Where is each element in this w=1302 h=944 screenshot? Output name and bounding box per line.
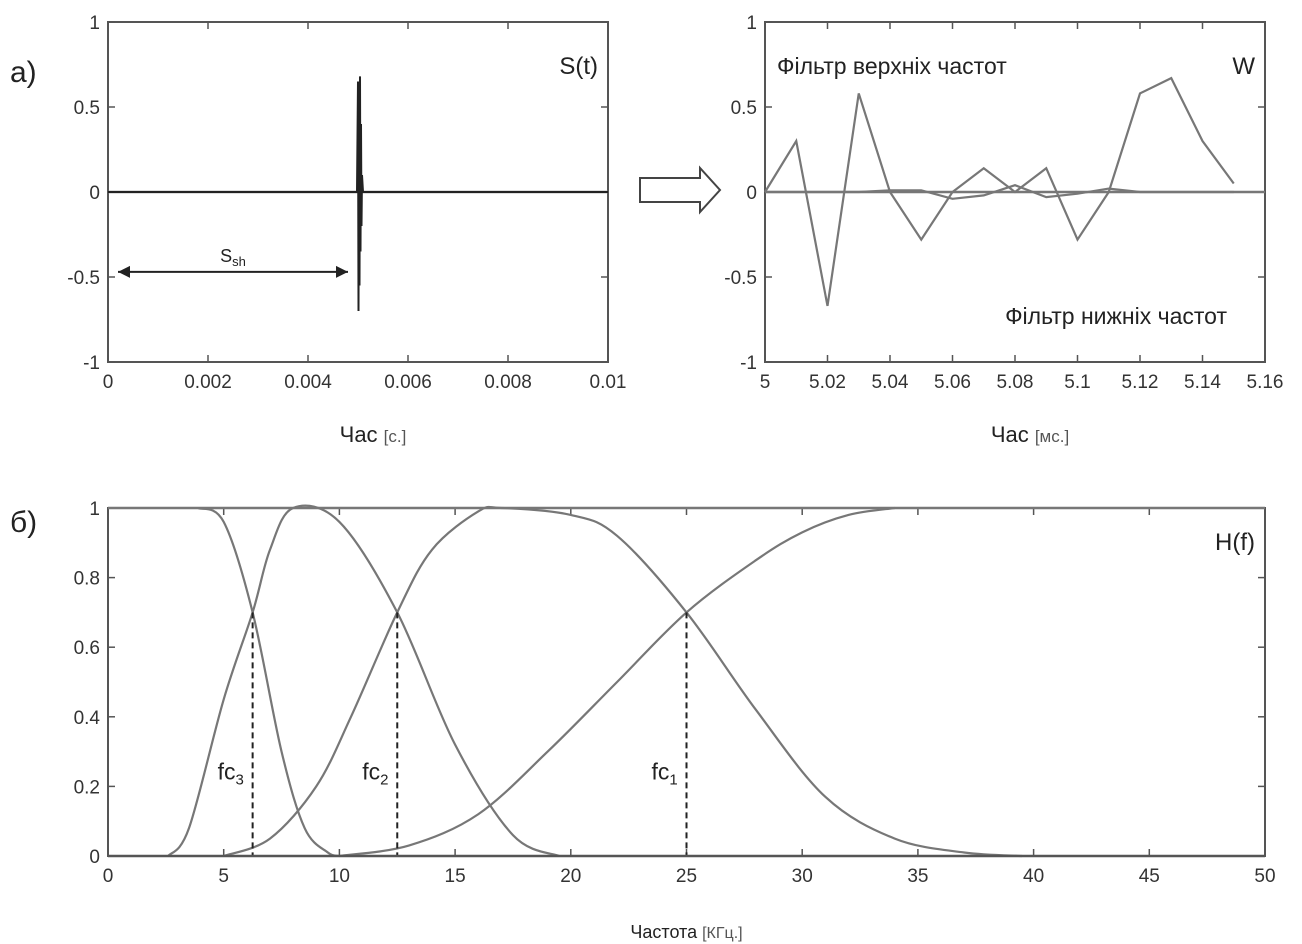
x-tick-label: 5 — [760, 372, 771, 393]
x-tick-label: 0.006 — [384, 372, 432, 393]
x-tick-label: 30 — [792, 866, 813, 887]
x-tick-label: 5.16 — [1247, 372, 1284, 393]
y-tick-label: -1 — [740, 353, 757, 374]
shift-arrow-right-head — [336, 265, 348, 278]
y-tick-label: 0.5 — [731, 98, 757, 119]
x-tick-label: 45 — [1139, 866, 1160, 887]
x-tick-label: 0.004 — [284, 372, 332, 393]
y-tick-label: 0 — [89, 847, 100, 868]
x-tick-label: 0.002 — [184, 372, 232, 393]
series-line — [223, 505, 1023, 858]
x-tick-label: 20 — [560, 866, 581, 887]
x-tick-label: 0 — [103, 866, 114, 887]
y-tick-label: 0.5 — [74, 98, 100, 119]
chart-signal: 0 0.002 0.004 0.006 0.008 0.01 1 0.5 0 -0.5 -1 S(t)… — [67, 13, 626, 447]
y-tick-label: -1 — [83, 353, 100, 374]
y-tick-label: 0.8 — [74, 569, 100, 590]
series-line — [765, 184, 1234, 200]
x-tick-label: 40 — [1023, 866, 1044, 887]
series-line — [197, 506, 340, 858]
y-tick-label: -0.5 — [724, 268, 757, 289]
x-tick-label: 35 — [907, 866, 928, 887]
shift-annotation: Ssh — [220, 246, 246, 269]
y-tick-label: 1 — [746, 13, 757, 34]
x-tick-label: 0.01 — [590, 372, 627, 393]
y-tick-label: 1 — [89, 499, 100, 520]
lowpass-label: Фільтр нижніх частот — [1005, 303, 1227, 329]
y-tick-label: -0.5 — [67, 268, 100, 289]
x-tick-label: 15 — [445, 866, 466, 887]
x-tick-label: 25 — [676, 866, 697, 887]
y-tick-label: 0 — [89, 183, 100, 204]
chart-wavelet-filters: 5 5.02 5.04 5.06 5.08 5.1 5.12 5.14 5.16 1 0.5 0 -0.… — [724, 13, 1283, 447]
y-tick-label: 0.4 — [74, 708, 101, 729]
series-line — [339, 506, 895, 858]
x-tick-label: 5 — [218, 866, 229, 887]
chart-title: H(f) — [1215, 529, 1255, 556]
series-line — [764, 76, 1235, 307]
x-tick-label: 5.06 — [934, 372, 971, 393]
x-tick-label: 5.02 — [809, 372, 846, 393]
x-axis-label: Час [мс.] — [991, 422, 1069, 447]
cutoff-label: fc3 — [218, 758, 244, 788]
cutoff-label: fc1 — [652, 758, 678, 788]
x-tick-label: 50 — [1254, 866, 1275, 887]
x-tick-label: 0 — [103, 372, 114, 393]
y-tick-label: 1 — [89, 13, 100, 34]
x-tick-label: 10 — [329, 866, 350, 887]
x-tick-label: 5.12 — [1122, 372, 1159, 393]
x-axis-label: Час [с.] — [340, 422, 407, 447]
chart-title: S(t) — [559, 53, 598, 80]
x-tick-label: 5.04 — [872, 372, 909, 393]
series-line — [167, 504, 560, 858]
panel-label-a: а) — [10, 56, 37, 89]
x-tick-label: 5.08 — [997, 372, 1034, 393]
cutoff-label: fc2 — [362, 758, 388, 788]
chart-filter-response: 0 5 10 15 20 25 30 35 40 45 50 1 0.8 0.6 0.4 0.2 0 H(f) Ча… — [74, 499, 1276, 942]
panel-label-b: б) — [10, 506, 37, 539]
x-tick-label: 5.14 — [1184, 372, 1221, 393]
x-tick-label: 0.008 — [484, 372, 532, 393]
y-tick-label: 0 — [746, 183, 757, 204]
y-tick-label: 0.2 — [74, 777, 100, 798]
x-tick-label: 5.1 — [1064, 372, 1090, 393]
highpass-label: Фільтр верхніх частот — [777, 53, 1007, 79]
series-line — [108, 76, 608, 312]
y-tick-label: 0.6 — [74, 638, 100, 659]
shift-arrow-left-head — [118, 265, 130, 278]
x-axis-label: Частота [КГц.] — [630, 922, 742, 942]
chart-title: W — [1232, 53, 1255, 80]
right-arrow-icon — [639, 165, 722, 215]
